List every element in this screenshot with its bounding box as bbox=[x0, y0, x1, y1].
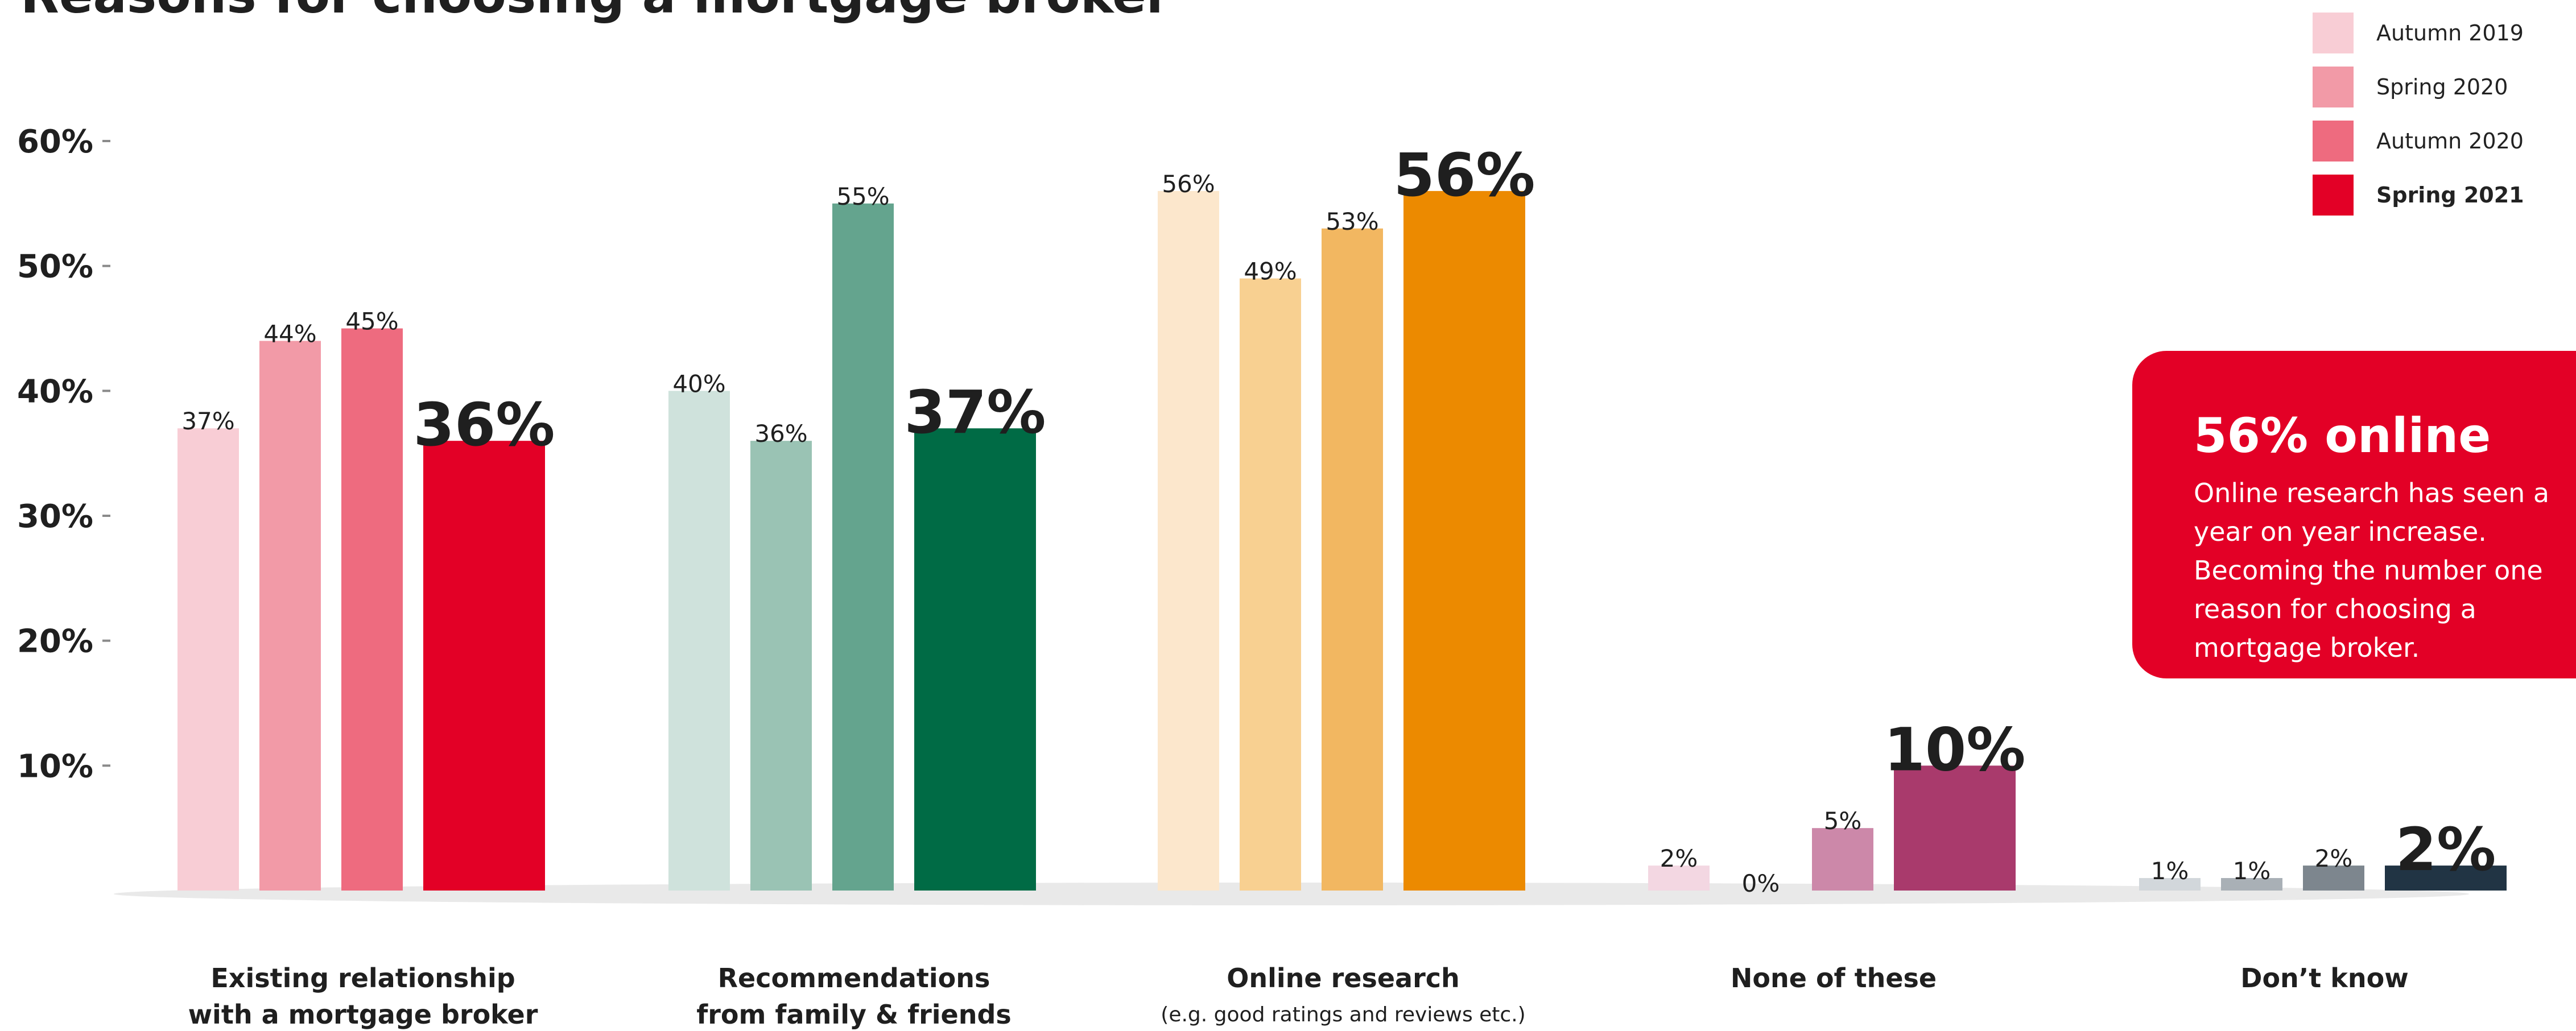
data-label: 56% bbox=[1162, 170, 1215, 198]
category-label: Existing relationship bbox=[210, 963, 515, 993]
bar bbox=[1894, 765, 2016, 891]
category-label: with a mortgage broker bbox=[188, 999, 538, 1030]
legend-label: Spring 2021 bbox=[2376, 182, 2524, 208]
bar bbox=[341, 328, 403, 891]
data-label: 49% bbox=[1244, 258, 1297, 285]
bar bbox=[914, 428, 1036, 891]
bar bbox=[259, 341, 321, 891]
bar bbox=[832, 203, 894, 891]
category-label: from family & friends bbox=[696, 999, 1012, 1030]
bar bbox=[1403, 191, 1525, 891]
legend-label: Spring 2020 bbox=[2376, 74, 2508, 100]
category-label: None of these bbox=[1731, 963, 1937, 993]
data-label: 2% bbox=[2315, 844, 2353, 872]
legend: Autumn 2019 Spring 2020 Autumn 2020 Spri… bbox=[2313, 6, 2524, 222]
data-label: 44% bbox=[263, 320, 316, 347]
y-tick-label: 10% bbox=[17, 748, 93, 785]
bar bbox=[1322, 228, 1383, 891]
legend-swatch bbox=[2313, 120, 2354, 162]
category-label: Recommendations bbox=[718, 963, 990, 993]
bar bbox=[1240, 278, 1301, 891]
category-sublabel: (e.g. good ratings and reviews etc.) bbox=[1161, 1003, 1525, 1026]
bar bbox=[1812, 828, 1873, 891]
y-tick-label: 40% bbox=[17, 373, 93, 410]
legend-swatch bbox=[2313, 174, 2354, 216]
category-label: Online research bbox=[1227, 963, 1460, 993]
bar bbox=[177, 428, 239, 891]
bar bbox=[2139, 878, 2201, 891]
callout-box: 56% online Online research has seen a ye… bbox=[2132, 351, 2576, 678]
y-tick-label: 60% bbox=[17, 123, 93, 160]
data-label: 2% bbox=[1660, 844, 1698, 872]
data-label: 0% bbox=[1742, 869, 1780, 897]
data-label: 37% bbox=[181, 407, 234, 435]
callout-title: 56% online bbox=[2194, 408, 2491, 463]
bar bbox=[1648, 866, 1710, 891]
y-tick-label: 20% bbox=[17, 623, 93, 660]
data-label: 45% bbox=[345, 308, 398, 336]
legend-label: Autumn 2019 bbox=[2376, 20, 2524, 45]
callout-body: Online research has seen a year on year … bbox=[2194, 478, 2550, 663]
data-label: 10% bbox=[1884, 715, 2026, 784]
legend-item: Autumn 2020 bbox=[2313, 114, 2524, 168]
legend-swatch bbox=[2313, 12, 2354, 53]
bar bbox=[668, 391, 730, 891]
bar bbox=[2303, 866, 2364, 891]
legend-swatch bbox=[2313, 66, 2354, 107]
y-tick-label: 30% bbox=[17, 498, 93, 535]
chart-title: Reasons for choosing a mortgage broker bbox=[20, 0, 1171, 24]
legend-item: Spring 2021 bbox=[2313, 168, 2524, 222]
bar bbox=[750, 441, 812, 891]
legend-item: Spring 2020 bbox=[2313, 60, 2524, 114]
data-label: 53% bbox=[1326, 208, 1378, 235]
data-label: 36% bbox=[754, 420, 807, 448]
data-label: 1% bbox=[2151, 857, 2189, 885]
legend-item: Autumn 2019 bbox=[2313, 6, 2524, 60]
bar bbox=[2221, 878, 2282, 891]
data-label: 56% bbox=[1394, 140, 1535, 210]
data-label: 37% bbox=[905, 378, 1046, 447]
data-label: 2% bbox=[2396, 815, 2496, 884]
legend-label: Autumn 2020 bbox=[2376, 128, 2524, 154]
bar bbox=[1158, 191, 1219, 891]
category-label: Don’t know bbox=[2240, 963, 2408, 993]
data-label: 36% bbox=[414, 390, 555, 459]
data-label: 55% bbox=[836, 183, 889, 210]
y-tick-label: 50% bbox=[17, 249, 93, 285]
data-label: 5% bbox=[1824, 807, 1862, 835]
data-label: 1% bbox=[2233, 857, 2271, 885]
bar bbox=[423, 441, 545, 891]
bar bbox=[2385, 866, 2507, 891]
data-label: 40% bbox=[672, 370, 725, 398]
